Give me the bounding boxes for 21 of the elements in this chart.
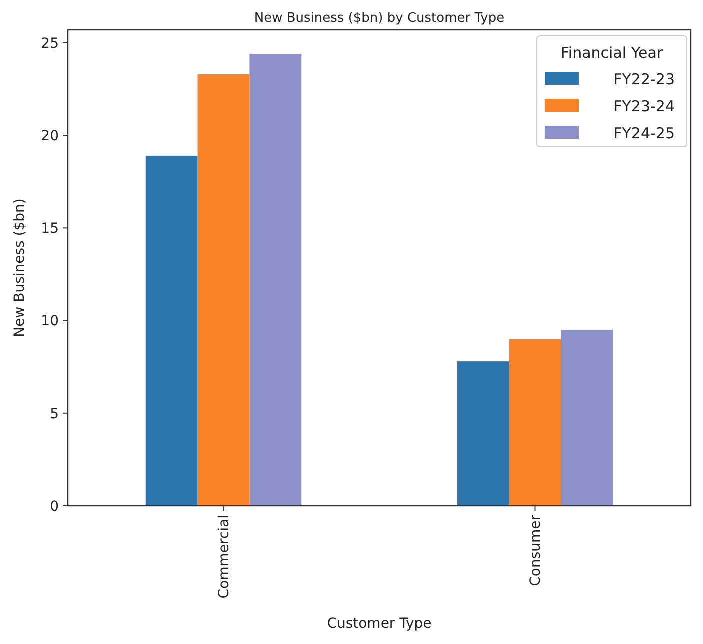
bar xyxy=(250,54,302,506)
y-tick-label: 0 xyxy=(50,498,59,515)
legend-label: FY24-25 xyxy=(614,124,675,142)
y-tick-label: 15 xyxy=(41,221,59,238)
y-tick-label: 5 xyxy=(50,406,59,422)
bar xyxy=(509,339,562,506)
y-tick-label: 25 xyxy=(41,36,59,52)
bar xyxy=(561,330,614,506)
bar xyxy=(457,362,510,506)
x-axis-title: Customer Type xyxy=(327,616,432,632)
y-tick-label: 20 xyxy=(41,128,59,144)
legend-title: Financial Year xyxy=(560,44,664,62)
bar xyxy=(198,74,250,506)
chart-title: New Business ($bn) by Customer Type xyxy=(254,11,505,26)
bar xyxy=(146,156,198,506)
x-tick-label: Consumer xyxy=(528,514,544,586)
y-axis-title: New Business ($bn) xyxy=(12,198,28,338)
y-tick-label: 10 xyxy=(41,314,59,330)
legend-label: FY22-23 xyxy=(614,70,675,88)
legend-label: FY23-24 xyxy=(614,97,675,116)
x-tick-label: Commercial xyxy=(216,515,233,599)
